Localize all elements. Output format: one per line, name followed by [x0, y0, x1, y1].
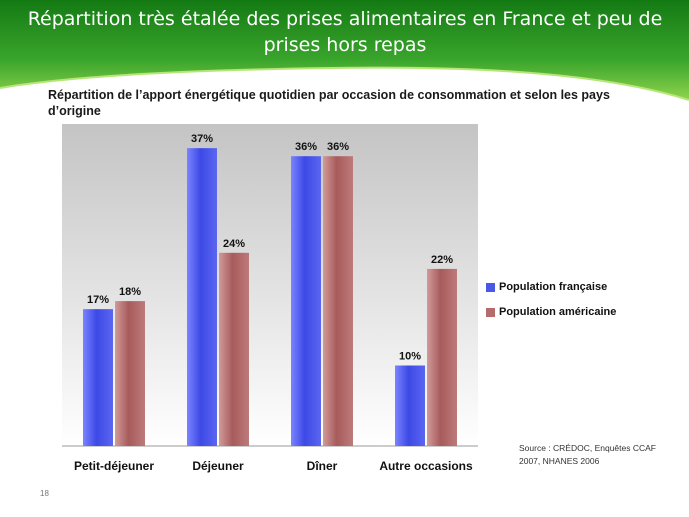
- bar-american-3: [427, 268, 457, 446]
- x-tick-label-1: Déjeuner: [192, 459, 244, 473]
- data-label-french-3: 10%: [399, 351, 421, 363]
- chart-title: Répartition de l’apport énergétique quot…: [48, 88, 610, 118]
- page-number: 18: [40, 489, 49, 498]
- slide-title: Répartition très étalée des prises alime…: [27, 8, 663, 56]
- bar-french-1: [187, 148, 217, 446]
- data-label-american-3: 22%: [431, 254, 453, 266]
- header-band: [0, 0, 689, 101]
- x-tick-label-2: Dîner: [307, 459, 338, 473]
- legend-item-french: Population française: [486, 281, 616, 293]
- data-label-american-0: 18%: [119, 286, 141, 298]
- bar-french-3: [395, 365, 425, 446]
- data-label-american-1: 24%: [223, 238, 245, 250]
- bar-american-1: [219, 252, 249, 446]
- legend-label-american: Population américaine: [499, 306, 617, 318]
- data-label-french-2: 36%: [295, 141, 317, 153]
- data-label-american-2: 36%: [327, 141, 349, 153]
- data-label-french-1: 37%: [191, 133, 213, 145]
- legend-swatch-american: [486, 307, 495, 317]
- bar-french-2: [291, 156, 321, 446]
- x-tick-label-3: Autre occasions: [379, 459, 473, 473]
- legend-swatch-french: [486, 282, 495, 292]
- bar-french-0: [83, 309, 113, 446]
- data-label-french-0: 17%: [87, 294, 109, 306]
- source-note: Source : CRÉDOC, Enquêtes CCAF 2007, NHA…: [519, 443, 656, 466]
- bar-american-0: [115, 301, 145, 446]
- legend: Population française Population américai…: [486, 281, 616, 331]
- bar-american-2: [323, 156, 353, 446]
- legend-label-french: Population française: [499, 281, 608, 293]
- legend-item-american: Population américaine: [486, 306, 616, 318]
- x-tick-label-0: Petit-déjeuner: [74, 459, 154, 473]
